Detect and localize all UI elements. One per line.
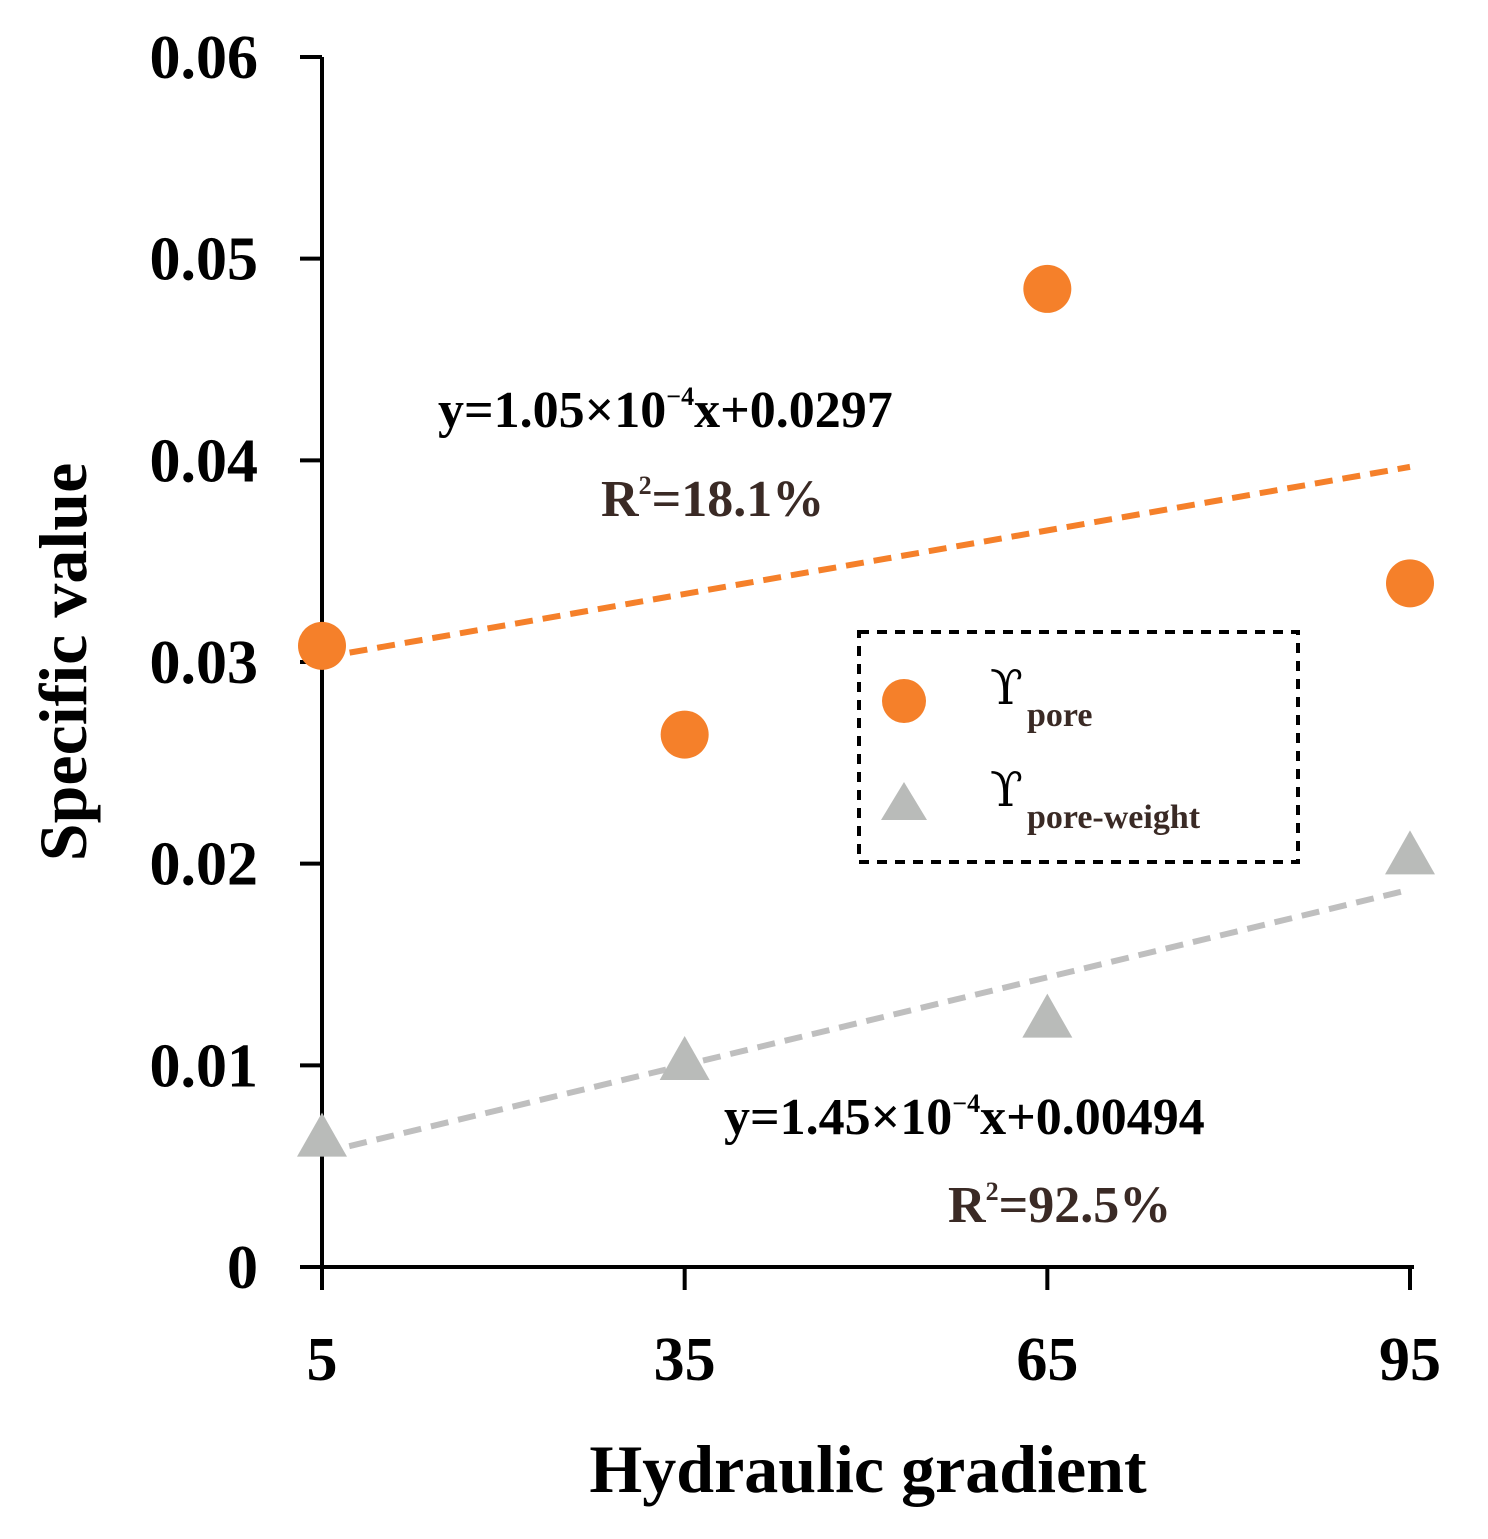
pore-data-point [1386, 559, 1434, 608]
y-axis-title: Specific value [25, 463, 101, 862]
data-markers [297, 264, 1435, 1157]
y-tick-label: 0 [227, 1234, 258, 1302]
y-tick-label: 0.06 [150, 24, 259, 92]
pore-weight-data-point [659, 1036, 710, 1081]
x-tick-label: 5 [307, 1326, 338, 1394]
y-tick-label: 0.02 [150, 831, 259, 899]
x-axis-title: Hydraulic gradient [589, 1431, 1147, 1507]
axes: 0 0.01 0.02 0.03 0.04 0.05 0.06 5 35 65 95 [150, 24, 1442, 1394]
x-tick-label: 35 [654, 1326, 716, 1394]
pore-weight-data-point [297, 1112, 347, 1157]
pore-data-point [1023, 264, 1072, 313]
y-tick-label: 0.05 [150, 226, 259, 294]
pore-weight-trendline [321, 886, 1411, 1156]
trendlines [321, 463, 1411, 1156]
pore-data-point [660, 710, 709, 759]
pore-data-point [298, 621, 346, 670]
legend-triangle-marker [881, 782, 927, 820]
pore-weight-trend-equation: y=1.45×10−4x+0.00494 [724, 1089, 1205, 1146]
pore-trend-equation: y=1.05×10−4x+0.0297 [438, 382, 893, 439]
legend-border [857, 630, 1300, 864]
y-tick-label: 0.01 [150, 1032, 259, 1100]
pore-weight-trend-r2: R2=92.5% [948, 1177, 1171, 1234]
pore-weight-equation-annotation: y=1.45×10−4x+0.00494 R2=92.5% [724, 1089, 1205, 1234]
pore-trendline [321, 463, 1411, 661]
y-ticks: 0 0.01 0.02 0.03 0.04 0.05 0.06 [150, 24, 322, 1302]
pore-weight-data-point [1022, 993, 1073, 1038]
pore-weight-data-point [1385, 830, 1435, 875]
y-tick-label: 0.03 [150, 629, 259, 697]
x-ticks: 5 35 65 95 [307, 1267, 1441, 1394]
legend-circle-marker [882, 679, 926, 723]
pore-equation-annotation: y=1.05×10−4x+0.0297 R2=18.1% [438, 382, 893, 528]
y-tick-label: 0.04 [150, 427, 259, 495]
x-tick-label: 65 [1016, 1326, 1078, 1394]
pore-trend-r2: R2=18.1% [601, 471, 824, 528]
x-tick-label: 95 [1379, 1326, 1441, 1394]
